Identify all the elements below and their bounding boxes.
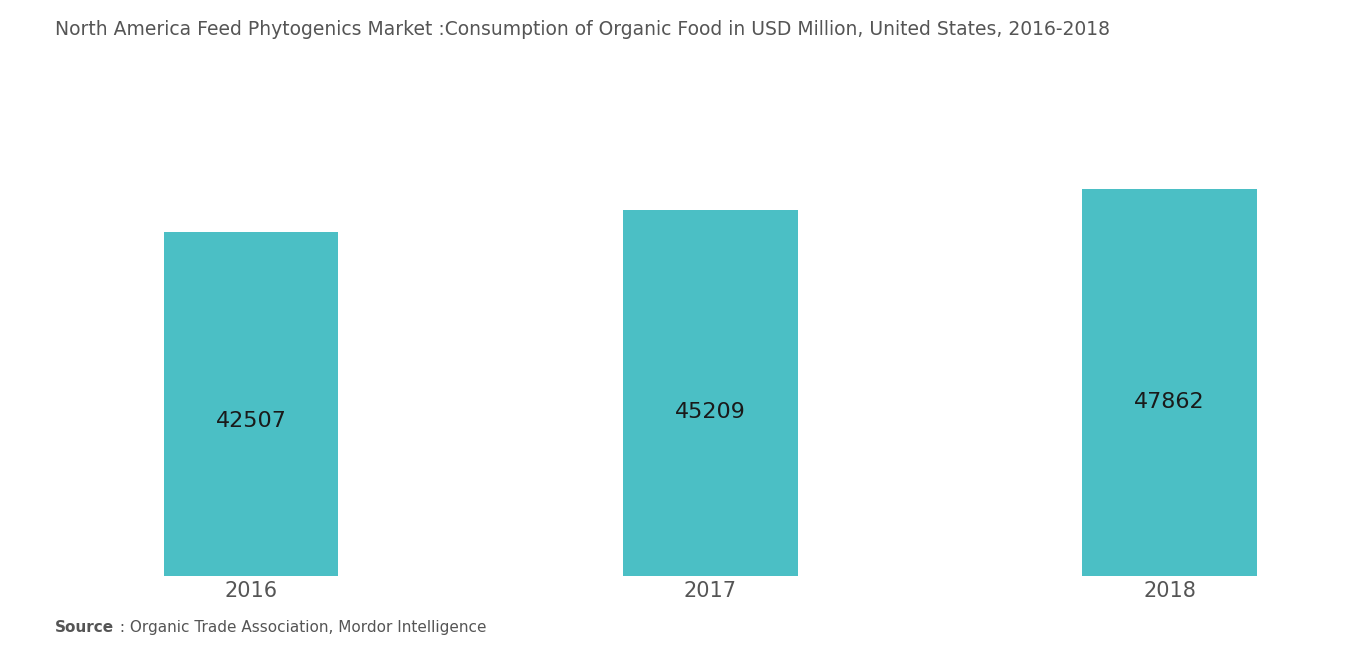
Bar (623, 210, 798, 576)
Bar (164, 232, 339, 576)
Text: : Organic Trade Association, Mordor Intelligence: : Organic Trade Association, Mordor Inte… (115, 620, 486, 635)
Text: Source: Source (55, 620, 113, 635)
Text: 42507: 42507 (216, 411, 287, 432)
Text: North America Feed Phytogenics Market :Consumption of Organic Food in USD Millio: North America Feed Phytogenics Market :C… (55, 20, 1109, 39)
Text: 45209: 45209 (675, 402, 746, 422)
Bar (1082, 189, 1257, 576)
Text: 47862: 47862 (1134, 392, 1205, 412)
